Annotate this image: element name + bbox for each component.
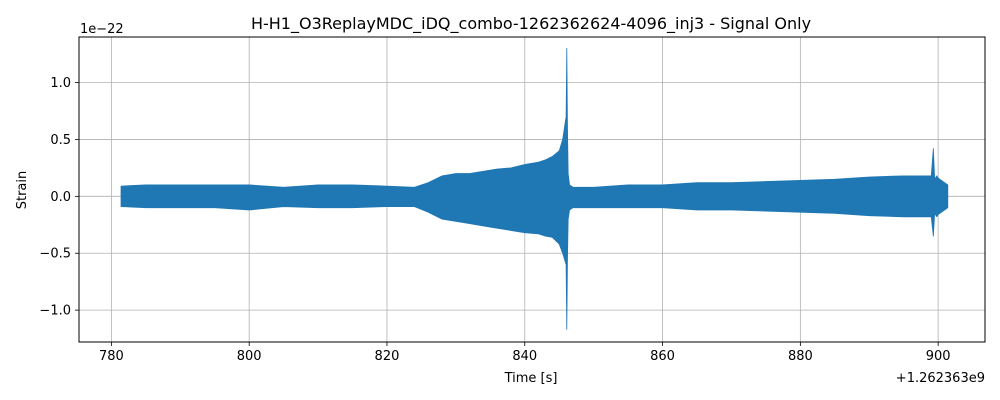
x-offset-label: +1.262363e9 [896,371,985,386]
y-tick-label: 0.5 [50,133,71,148]
y-tick-label: 0.0 [50,190,71,205]
x-tick-label: 780 [99,349,124,364]
y-scale-label: 1e−22 [80,22,124,37]
y-axis-ticks: −1.0 −0.5 0.0 0.5 1.0 [39,76,79,319]
y-axis-label: Strain [15,171,30,210]
plot-frame [78,36,986,343]
y-tick-label: −1.0 [39,304,71,319]
x-tick-label: 820 [375,349,400,364]
x-tick-label: 900 [926,349,951,364]
plot-area [78,36,986,343]
x-tick-label: 840 [512,349,537,364]
x-tick-label: 860 [650,349,675,364]
y-tick-label: 1.0 [50,76,71,91]
x-tick-label: 800 [237,349,262,364]
series-group [120,47,949,330]
chart-title: H-H1_O3ReplayMDC_iDQ_combo-1262362624-40… [251,14,811,34]
strain-series [120,47,949,330]
x-axis-label: Time [s] [504,371,558,386]
x-axis-ticks: 780 800 820 840 860 880 900 [99,342,951,364]
y-tick-label: −0.5 [39,247,71,262]
x-tick-label: 880 [788,349,813,364]
